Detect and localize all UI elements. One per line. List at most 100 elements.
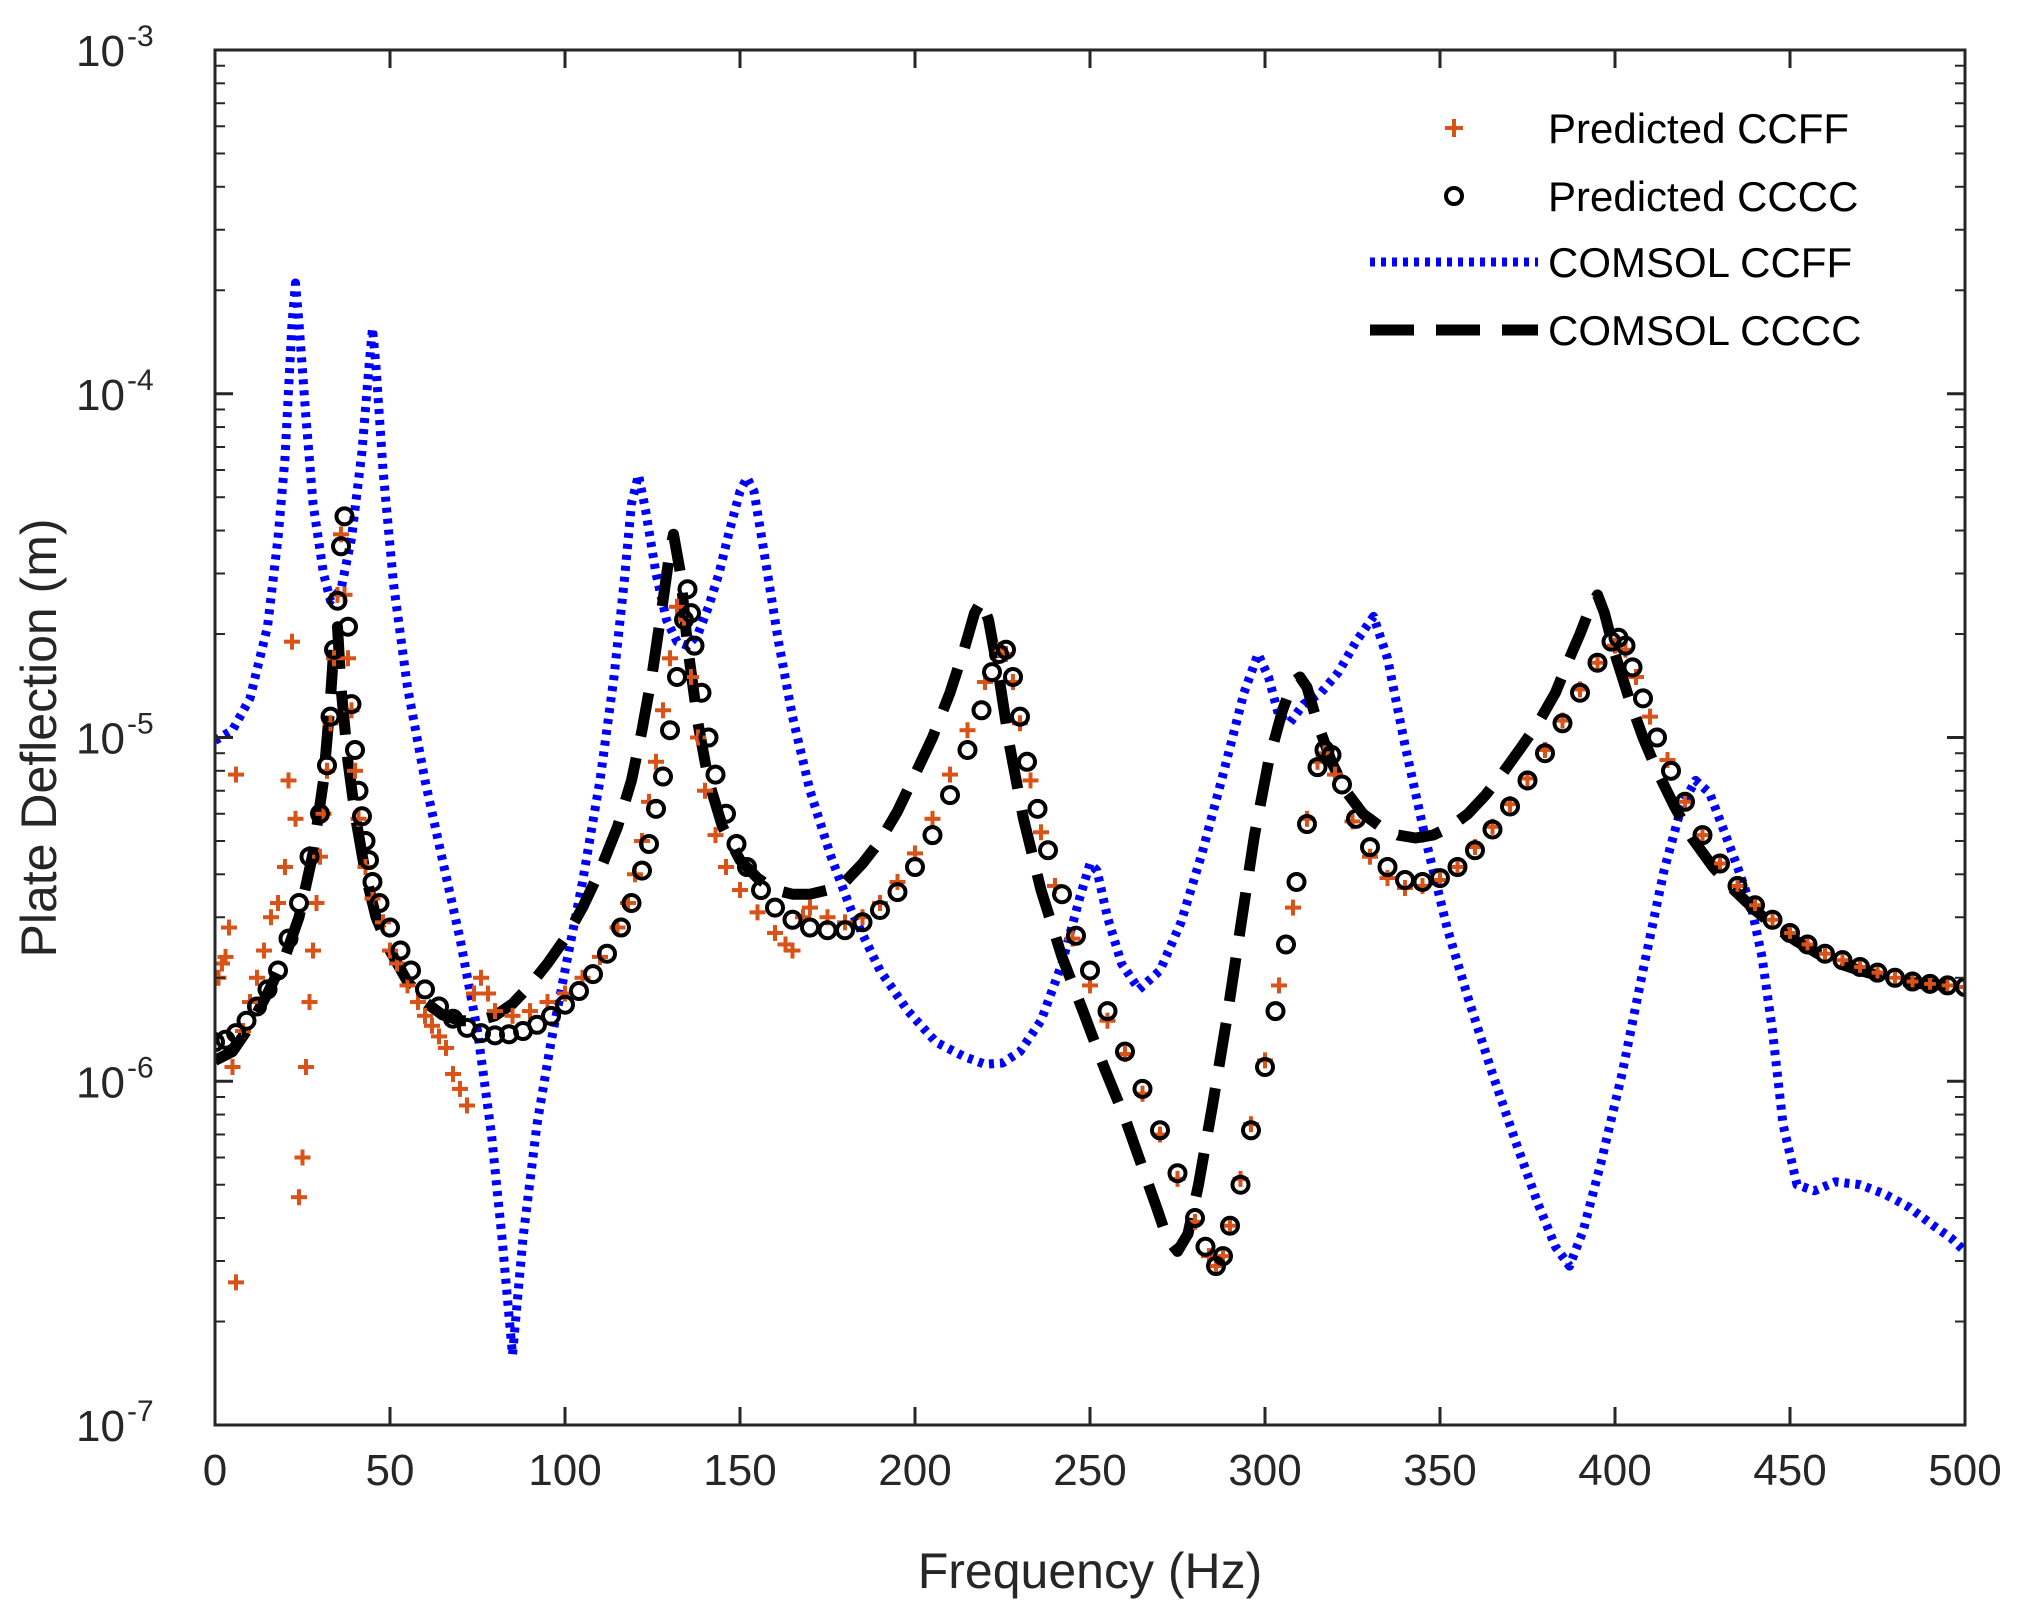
legend-item: COMSOL CCCC: [1370, 307, 1861, 354]
data-point-predicted-cccc: [751, 880, 771, 901]
data-point-predicted-cccc: [348, 780, 369, 801]
data-point-predicted-cccc: [215, 1032, 225, 1053]
data-point-predicted-ccff: [1939, 977, 1956, 994]
data-point-predicted-cccc: [1647, 727, 1667, 748]
data-point-predicted-cccc: [1360, 837, 1380, 858]
data-point-predicted-ccff: [1904, 973, 1921, 990]
data-point-predicted-cccc: [369, 893, 390, 914]
x-axis: 0 50 100 150 200 250 300 350 400 450 500: [203, 50, 2002, 1495]
data-point-predicted-ccff: [1957, 979, 1965, 996]
y-tick-label: 10: [76, 371, 125, 420]
data-point-predicted-ccff: [301, 994, 318, 1011]
data-point-predicted-ccff: [291, 1189, 307, 1206]
data-point-predicted-ccff: [1747, 897, 1763, 914]
data-point-predicted-cccc: [583, 964, 603, 985]
data-point-predicted-ccff: [466, 985, 482, 1002]
data-point-predicted-ccff: [284, 633, 300, 650]
data-point-predicted-cccc: [555, 994, 575, 1015]
y-tick-exponent: -3: [127, 20, 154, 53]
data-point-predicted-ccff: [669, 598, 685, 615]
data-point-predicted-cccc: [1745, 895, 1765, 916]
data-point-predicted-ccff: [1764, 911, 1781, 928]
data-point-predicted-cccc: [1552, 713, 1573, 734]
data-point-predicted-cccc: [1185, 1208, 1205, 1229]
plot-series: [215, 278, 1965, 1360]
data-point-predicted-cccc: [705, 764, 726, 785]
data-point-predicted-ccff: [1285, 899, 1301, 916]
data-point-predicted-cccc: [870, 899, 890, 920]
y-tick-base: 10: [76, 715, 125, 764]
data-point-predicted-cccc: [310, 803, 330, 824]
data-point-predicted-ccff: [784, 942, 801, 959]
data-point-predicted-cccc: [324, 639, 344, 660]
legend-label: Predicted CCFF: [1548, 105, 1849, 152]
y-tick-exponent: -4: [127, 364, 154, 397]
data-point-predicted-ccff: [802, 899, 818, 916]
legend-item: COMSOL CCFF: [1370, 239, 1852, 286]
data-point-predicted-cccc: [1052, 884, 1072, 905]
data-point-predicted-ccff: [504, 1007, 521, 1024]
data-point-predicted-ccff: [662, 650, 678, 667]
data-point-predicted-cccc: [390, 940, 411, 961]
data-point-predicted-cccc: [691, 682, 712, 703]
legend-label: COMSOL CCCC: [1548, 307, 1861, 354]
data-point-predicted-ccff: [732, 882, 748, 899]
data-point-predicted-cccc: [726, 833, 747, 854]
data-point-predicted-cccc: [957, 739, 978, 760]
data-point-predicted-cccc: [1017, 751, 1037, 772]
data-point-predicted-cccc: [247, 996, 267, 1017]
data-point-predicted-cccc: [1517, 770, 1538, 791]
data-point-predicted-cccc: [341, 694, 362, 715]
data-point-predicted-ccff: [1271, 977, 1287, 994]
data-point-predicted-ccff: [1033, 824, 1049, 841]
data-point-predicted-cccc: [327, 590, 348, 611]
data-point-predicted-ccff: [942, 766, 958, 783]
data-point-predicted-ccff: [655, 702, 671, 719]
data-point-predicted-cccc: [334, 506, 355, 527]
data-point-predicted-ccff: [340, 650, 356, 667]
data-point-predicted-ccff: [1729, 877, 1746, 894]
data-point-predicted-ccff: [473, 969, 489, 986]
data-point-predicted-cccc: [887, 882, 908, 903]
data-point-predicted-ccff: [1022, 772, 1039, 789]
data-point-predicted-ccff: [424, 1017, 440, 1034]
data-point-predicted-ccff: [1694, 827, 1711, 844]
data-point-predicted-ccff: [410, 994, 426, 1011]
data-point-predicted-ccff: [305, 942, 321, 959]
data-point-predicted-ccff: [431, 1028, 447, 1045]
data-point-predicted-ccff: [445, 1065, 461, 1082]
data-point-predicted-cccc: [835, 920, 855, 941]
data-point-predicted-cccc: [1447, 857, 1468, 878]
data-point-predicted-cccc: [597, 943, 617, 964]
data-point-predicted-ccff: [1449, 859, 1466, 876]
data-point-predicted-ccff: [1642, 708, 1658, 725]
y-tick-label: 10: [76, 27, 125, 76]
data-point-predicted-ccff: [347, 762, 363, 779]
data-point-predicted-cccc: [1622, 657, 1643, 678]
x-tick-label: 200: [878, 1446, 951, 1495]
y-tick-exponent: -7: [127, 1395, 154, 1428]
data-point-predicted-cccc: [632, 860, 652, 881]
x-tick-label: 400: [1578, 1446, 1651, 1495]
x-axis-label: Frequency (Hz): [918, 1543, 1263, 1599]
data-point-predicted-ccff: [1834, 952, 1851, 969]
data-point-predicted-cccc: [1150, 1120, 1170, 1141]
legend-label: COMSOL CCFF: [1548, 239, 1852, 286]
data-point-predicted-cccc: [1132, 1078, 1153, 1099]
data-point-predicted-cccc: [1115, 1041, 1135, 1062]
data-point-predicted-ccff: [270, 895, 286, 912]
data-point-predicted-ccff: [280, 772, 297, 789]
data-point-predicted-ccff: [382, 942, 398, 959]
data-point-predicted-cccc: [737, 857, 757, 878]
data-point-predicted-cccc: [1615, 635, 1636, 656]
data-point-predicted-cccc: [1500, 796, 1520, 817]
data-point-predicted-cccc: [1692, 825, 1713, 846]
data-point-predicted-cccc: [1762, 909, 1783, 930]
data-point-predicted-cccc: [352, 806, 372, 827]
x-tick-label: 450: [1753, 1446, 1826, 1495]
data-point-predicted-cccc: [1885, 967, 1905, 988]
x-tick-label: 350: [1403, 1446, 1476, 1495]
data-point-predicted-cccc: [1297, 814, 1317, 835]
data-point-predicted-cccc: [1003, 666, 1023, 687]
data-point-predicted-ccff: [308, 895, 325, 912]
